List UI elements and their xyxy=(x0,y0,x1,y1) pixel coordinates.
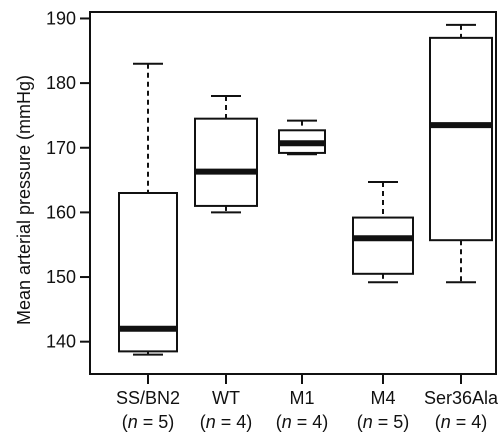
boxes-layer xyxy=(118,23,493,356)
y-tick-label: 180 xyxy=(46,73,76,93)
sample-size-value: = 5 xyxy=(373,412,404,432)
y-axis: 140 150 160 170 180 190 xyxy=(46,8,90,352)
x-category-label: WT xyxy=(212,388,240,408)
x-category-label: Ser36Ala xyxy=(424,388,499,408)
box-group xyxy=(352,181,414,284)
sample-size-close-paren: ) xyxy=(403,412,409,432)
y-tick-label: 170 xyxy=(46,138,76,158)
sample-size-open-paren: ( xyxy=(435,412,441,432)
x-category-label: M1 xyxy=(289,388,314,408)
sample-size-value: = 4 xyxy=(292,412,323,432)
y-tick-label: 160 xyxy=(46,202,76,222)
x-sample-size-label: (n = 5) xyxy=(357,412,410,432)
sample-size-open-paren: ( xyxy=(276,412,282,432)
y-tick-label: 190 xyxy=(46,8,76,28)
sample-size-close-paren: ) xyxy=(322,412,328,432)
sample-size-close-paren: ) xyxy=(168,412,174,432)
interquartile-box xyxy=(429,36,493,242)
sample-size-value: = 4 xyxy=(451,412,482,432)
x-category-label: SS/BN2 xyxy=(116,388,180,408)
x-category-label: M4 xyxy=(370,388,395,408)
x-sample-size-label: (n = 4) xyxy=(276,412,329,432)
x-axis: SS/BN2(n = 5)WT(n = 4)M1(n = 4)M4(n = 5)… xyxy=(116,374,499,432)
sample-size-close-paren: ) xyxy=(481,412,487,432)
sample-size-open-paren: ( xyxy=(357,412,363,432)
y-tick-label: 150 xyxy=(46,267,76,287)
sample-size-open-paren: ( xyxy=(200,412,206,432)
y-tick-label: 140 xyxy=(46,332,76,352)
x-sample-size-label: (n = 4) xyxy=(435,412,488,432)
plot-frame xyxy=(89,11,497,375)
sample-size-symbol: n xyxy=(206,412,216,432)
sample-size-open-paren: ( xyxy=(122,412,128,432)
sample-size-value: = 4 xyxy=(216,412,247,432)
sample-size-symbol: n xyxy=(363,412,373,432)
box-group xyxy=(194,95,258,214)
y-axis-label: Mean arterial pressure (mmHg) xyxy=(14,75,34,325)
x-sample-size-label: (n = 4) xyxy=(200,412,253,432)
box-group xyxy=(429,23,493,284)
sample-size-symbol: n xyxy=(128,412,138,432)
sample-size-symbol: n xyxy=(282,412,292,432)
box-group xyxy=(278,119,326,156)
x-sample-size-label: (n = 5) xyxy=(122,412,175,432)
box-group xyxy=(118,62,178,356)
sample-size-value: = 5 xyxy=(138,412,169,432)
interquartile-box xyxy=(352,216,414,275)
sample-size-symbol: n xyxy=(441,412,451,432)
interquartile-box xyxy=(194,117,258,207)
sample-size-close-paren: ) xyxy=(246,412,252,432)
interquartile-box xyxy=(118,192,178,353)
